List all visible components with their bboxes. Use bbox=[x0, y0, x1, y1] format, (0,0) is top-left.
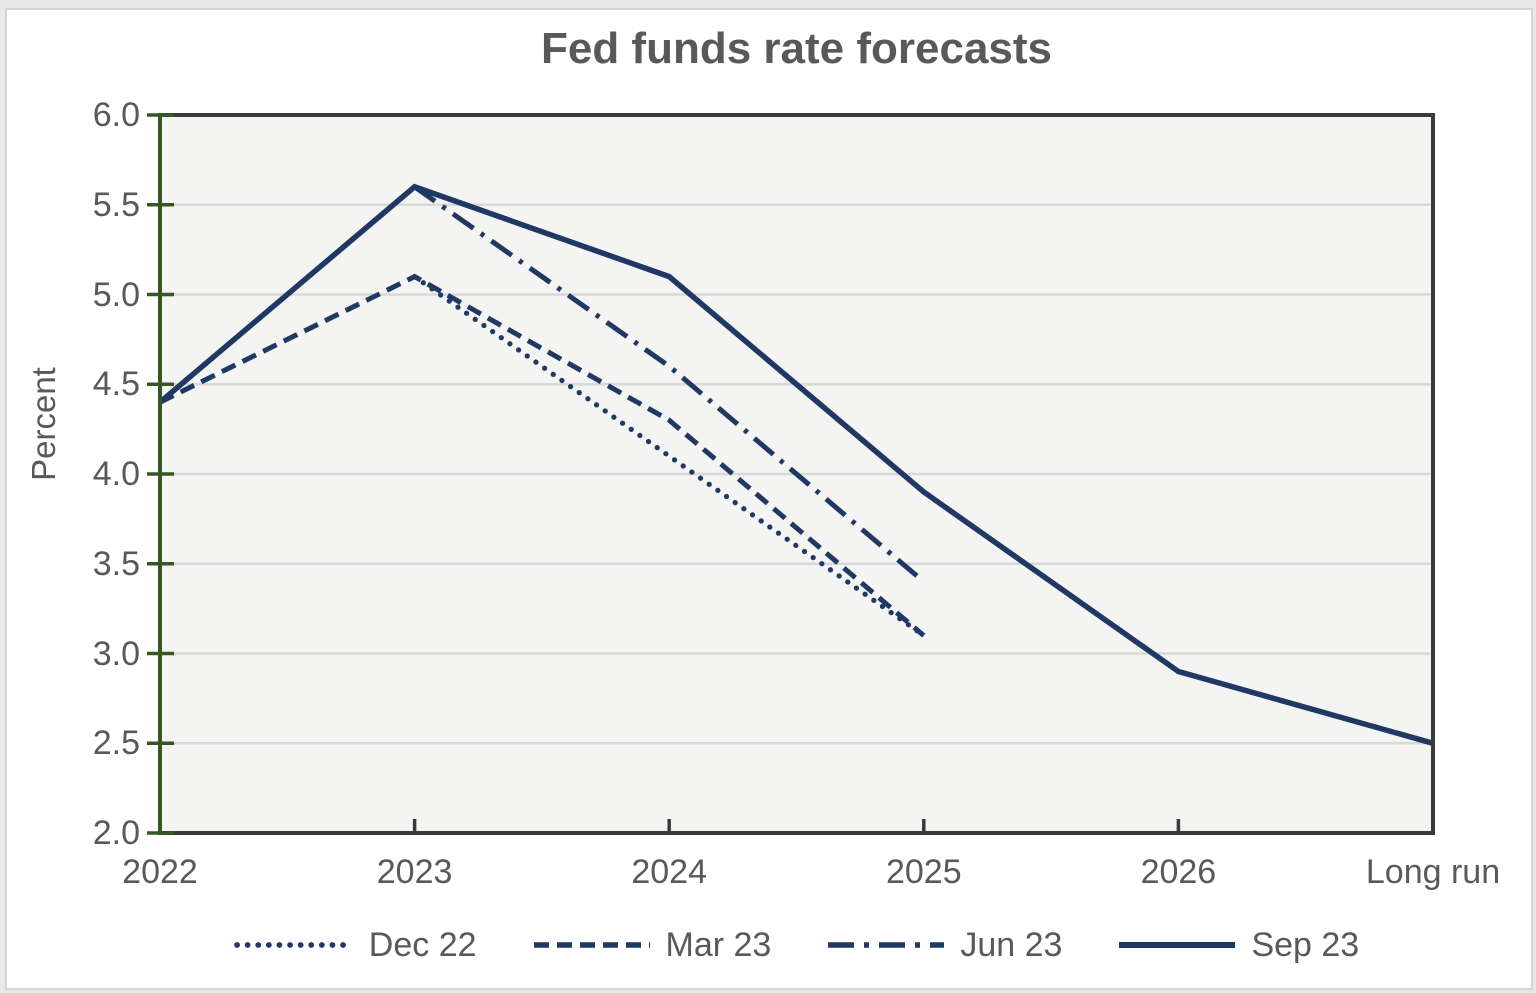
y-tick-label: 6.0 bbox=[92, 96, 140, 134]
y-tick-label: 5.5 bbox=[92, 185, 140, 224]
legend-line-sample bbox=[533, 942, 650, 948]
series-line-dec-22 bbox=[412, 274, 927, 639]
legend-line-sample bbox=[828, 942, 945, 948]
x-tick-label: 2026 bbox=[1140, 853, 1217, 891]
legend-line-sample bbox=[1119, 942, 1236, 948]
y-tick-label: 3.0 bbox=[92, 634, 140, 673]
y-tick-label: 5.0 bbox=[92, 275, 140, 314]
x-tick-label: 2024 bbox=[631, 853, 707, 891]
series-line-sep-23 bbox=[158, 183, 1434, 746]
legend-item-label: Dec 22 bbox=[368, 925, 477, 964]
legend-item-jun-23: Jun 23 bbox=[825, 926, 1062, 965]
y-tick-label: 2.0 bbox=[92, 814, 140, 852]
x-tick-label: 2023 bbox=[376, 853, 453, 891]
legend-item-label: Jun 23 bbox=[960, 925, 1063, 964]
y-tick-label: 2.5 bbox=[92, 724, 140, 763]
chart-title: Fed funds rate forecasts bbox=[540, 24, 1053, 73]
chart-legend: Dec 22 Mar 23 Jun 23 Sep 23 bbox=[160, 916, 1433, 974]
legend-item-sep-23: Sep 23 bbox=[1116, 926, 1359, 965]
legend-item-label: Mar 23 bbox=[665, 925, 772, 964]
legend-item-dec-22: Dec 22 bbox=[233, 925, 477, 965]
x-tick-label: 2025 bbox=[885, 853, 962, 891]
x-tick-label: Long run bbox=[1365, 853, 1501, 891]
legend-line-sample bbox=[233, 942, 356, 948]
series-line-mar-23 bbox=[158, 273, 926, 638]
x-tick-label: 2022 bbox=[122, 853, 198, 891]
series-line-jun-23 bbox=[413, 184, 926, 584]
legend-item-label: Sep 23 bbox=[1251, 925, 1360, 964]
legend-item-mar-23: Mar 23 bbox=[531, 925, 772, 965]
y-tick-label: 3.5 bbox=[92, 544, 140, 583]
y-tick-label: 4.0 bbox=[92, 455, 140, 493]
y-tick-label: 4.5 bbox=[92, 365, 140, 404]
